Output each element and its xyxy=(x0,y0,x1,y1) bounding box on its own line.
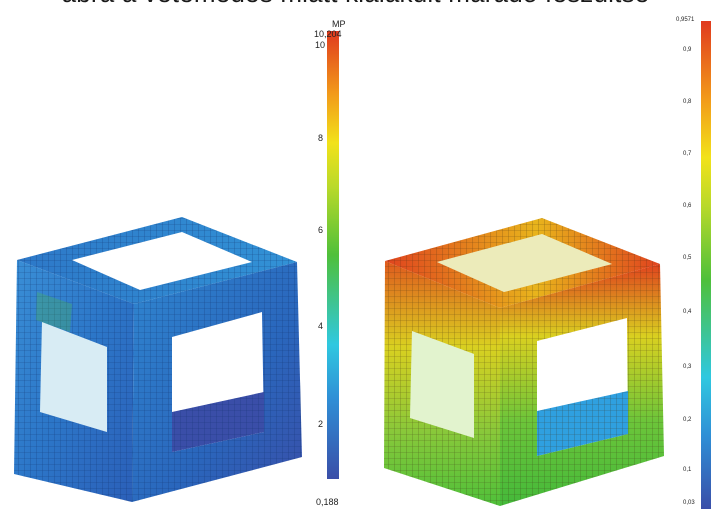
displacement-tick-0-6: 0,6 xyxy=(683,203,692,209)
stress-tick-6: 6 xyxy=(318,225,324,235)
displacement-tick-0-2: 0,2 xyxy=(683,417,692,423)
displacement-model-render xyxy=(384,218,664,506)
stress-min-label: 0,188 xyxy=(316,497,339,507)
displacement-tick-0-4: 0,4 xyxy=(683,309,692,315)
displacement-tick-0-9: 0,9 xyxy=(683,47,692,53)
displacement-min-label: 0,03 xyxy=(683,500,695,506)
stress-tick-8: 8 xyxy=(318,133,324,143)
stress-colorbar xyxy=(327,31,339,479)
displacement-tick-0-5: 0,5 xyxy=(683,255,692,261)
stress-max-label: 10,204 xyxy=(314,29,342,39)
displacement-tick-0-3: 0,3 xyxy=(683,364,692,370)
displacement-colorbar xyxy=(701,21,711,509)
stress-unit-label: MP xyxy=(332,19,346,29)
stress-model-render xyxy=(14,217,302,502)
displacement-tick-0-8: 0,8 xyxy=(683,99,692,105)
displacement-tick-0-1: 0,1 xyxy=(683,467,692,473)
stress-tick-2: 2 xyxy=(318,419,324,429)
stress-tick-4: 4 xyxy=(318,321,324,331)
displacement-max-label: 0,9571 xyxy=(676,17,695,23)
figure-caption: ábra a vetemedés miatt kialakult maradó … xyxy=(0,0,711,9)
displacement-tick-0-7: 0,7 xyxy=(683,151,692,157)
stress-tick-10: 10 xyxy=(315,40,326,50)
